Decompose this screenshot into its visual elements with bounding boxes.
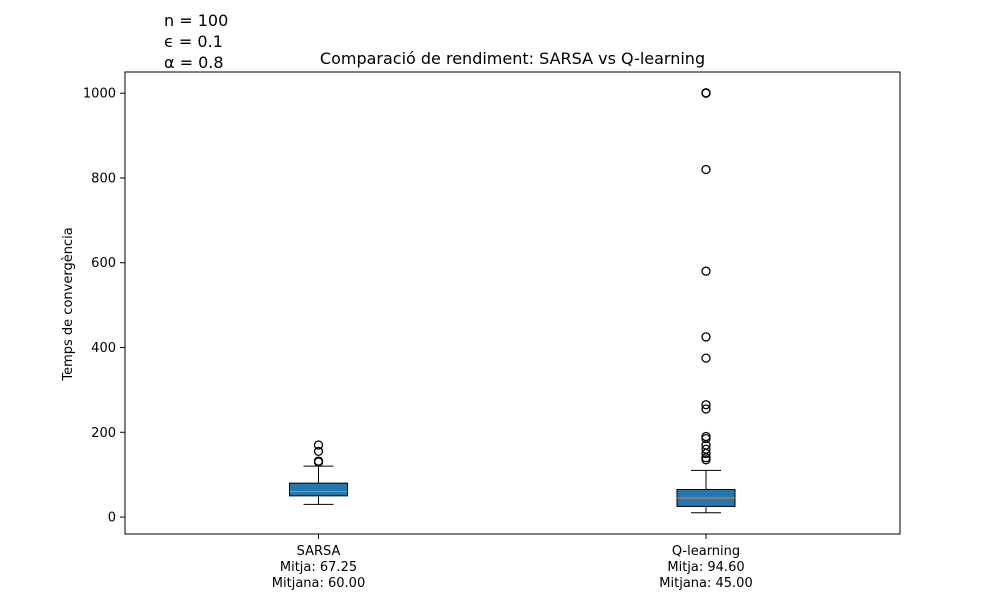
outlier-point	[313, 456, 324, 466]
boxplots	[289, 88, 736, 514]
y-tick-label: 1000	[83, 87, 116, 102]
x-tick-stat-label: Mitjana: 60.00	[272, 576, 365, 591]
x-tick-stat-label: Mitja: 67.25	[280, 560, 357, 575]
y-tick-label: 200	[91, 426, 116, 441]
y-axis: 0 200 400 600 800 1000	[83, 87, 125, 526]
annotation-n: n = 100	[164, 11, 228, 30]
y-axis-label: Temps de convergència	[61, 227, 76, 381]
y-tick-label: 400	[91, 341, 116, 356]
outlier-point	[313, 440, 324, 450]
boxplot-q-learning	[676, 88, 736, 514]
x-tick-label: SARSA	[297, 544, 341, 559]
boxplot-sarsa	[289, 440, 348, 505]
plot-area-frame	[124, 71, 901, 535]
x-tick-stat-label: Mitjana: 45.00	[659, 576, 752, 591]
outlier-point	[701, 164, 711, 175]
outlier-point	[701, 266, 711, 276]
outlier-point	[701, 88, 711, 98]
x-tick-label: Q-learning	[672, 544, 740, 559]
y-tick-label: 600	[91, 256, 116, 271]
outlier-point	[313, 446, 324, 456]
box-iqr	[289, 482, 348, 497]
x-tick-stat-label: Mitja: 94.60	[667, 560, 744, 575]
outlier-point	[701, 444, 711, 454]
outlier-point	[701, 404, 711, 414]
y-tick-label: 800	[91, 171, 116, 186]
annotation-epsilon: ϵ = 0.1	[164, 32, 223, 51]
outlier-point	[701, 332, 711, 342]
outlier-point	[701, 353, 711, 363]
outlier-point	[701, 400, 711, 410]
annotation-alpha: α = 0.8	[164, 53, 224, 72]
chart-title: Comparació de rendiment: SARSA vs Q-lear…	[320, 49, 705, 68]
outlier-point	[701, 431, 711, 442]
y-tick-label: 0	[108, 511, 116, 526]
parameter-annotations: n = 100 ϵ = 0.1 α = 0.8	[164, 11, 228, 72]
